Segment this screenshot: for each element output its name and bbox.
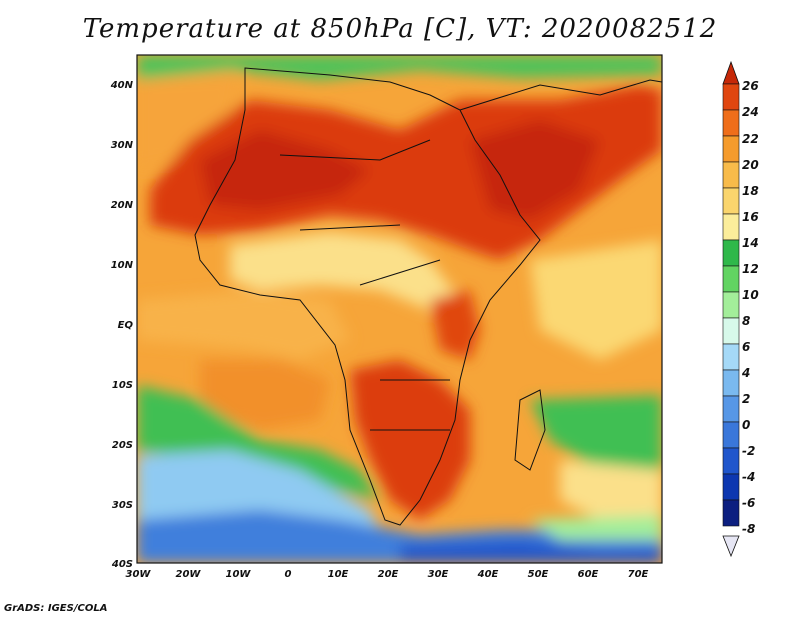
grads-credit: GrADS: IGES/COLA <box>4 603 108 614</box>
colorbar-label: 24 <box>742 105 759 119</box>
lon-tick-label: 30E <box>428 569 449 580</box>
colorbar-swatch <box>722 265 740 293</box>
lat-tick-label: EQ <box>118 320 134 331</box>
lat-tick-label: 20S <box>112 440 133 451</box>
colorbar-swatch <box>722 369 740 397</box>
lon-tick-label: 40E <box>477 569 499 580</box>
colorbar-swatch <box>722 343 740 371</box>
colorbar-swatch <box>722 395 740 423</box>
colorbar-label: 20 <box>742 158 759 172</box>
colorbar-label: -6 <box>742 496 755 510</box>
colorbar-label: 18 <box>742 184 759 198</box>
lat-tick-label: 20N <box>111 200 134 211</box>
lat-tick-label: 10S <box>112 380 133 391</box>
lon-tick-label: 10E <box>328 569 349 580</box>
lon-tick-label: 30W <box>126 569 152 580</box>
colorbar-label: 0 <box>742 418 750 432</box>
map-frame <box>136 54 663 564</box>
colorbar: 26 24 22 20 18 16 14 12 10 8 6 4 2 0 -2 … <box>722 60 759 558</box>
colorbar-label: 2 <box>742 392 750 406</box>
colorbar-swatch <box>722 213 740 241</box>
lon-tick-label: 70E <box>628 569 649 580</box>
colorbar-swatch <box>722 161 740 189</box>
lon-tick-label: 50E <box>528 569 549 580</box>
colorbar-swatch <box>722 421 740 449</box>
colorbar-swatch <box>722 109 740 137</box>
longitude-axis: 30W 20W 10W 0 10E 20E 30E 40E 50E 60E 70… <box>126 569 649 580</box>
colorbar-bottom-arrow <box>722 535 740 558</box>
lat-tick-label: 40N <box>110 80 134 91</box>
coastlines <box>194 67 662 526</box>
lon-tick-label: 60E <box>578 569 599 580</box>
colorbar-swatch <box>722 499 740 527</box>
colorbar-swatch <box>722 317 740 345</box>
colorbar-label: 14 <box>742 236 759 250</box>
map-title: Temperature at 850hPa [C], VT: 202008251… <box>82 14 718 44</box>
colorbar-label: 4 <box>741 366 750 380</box>
lat-tick-label: 30N <box>111 140 134 151</box>
temperature-field <box>137 55 662 563</box>
colorbar-label: 10 <box>742 288 759 302</box>
lat-tick-label: 30S <box>112 500 133 511</box>
colorbar-swatch <box>722 239 740 267</box>
colorbar-swatch <box>722 83 740 111</box>
lon-tick-label: 20W <box>176 569 202 580</box>
colorbar-swatch <box>722 291 740 319</box>
colorbar-swatch <box>722 187 740 215</box>
lat-tick-label: 40S <box>111 559 133 570</box>
colorbar-label: -2 <box>742 444 755 458</box>
latitude-axis: 40N 30N 20N 10N EQ 10S 20S 30S 40S <box>110 80 134 570</box>
colorbar-label: -4 <box>742 470 755 484</box>
colorbar-label: 6 <box>742 340 750 354</box>
colorbar-label: -8 <box>742 522 755 536</box>
lat-tick-label: 10N <box>111 260 134 271</box>
colorbar-label: 16 <box>742 210 759 224</box>
colorbar-label: 26 <box>742 79 759 93</box>
colorbar-top-arrow <box>722 60 740 85</box>
lon-tick-label: 0 <box>285 569 292 580</box>
colorbar-label: 22 <box>742 132 759 146</box>
colorbar-swatch <box>722 473 740 501</box>
colorbar-label: 12 <box>742 262 759 276</box>
colorbar-swatch <box>722 447 740 475</box>
lon-tick-label: 20E <box>378 569 399 580</box>
lon-tick-label: 10W <box>226 569 252 580</box>
colorbar-swatch <box>722 135 740 163</box>
colorbar-label: 8 <box>742 314 750 328</box>
